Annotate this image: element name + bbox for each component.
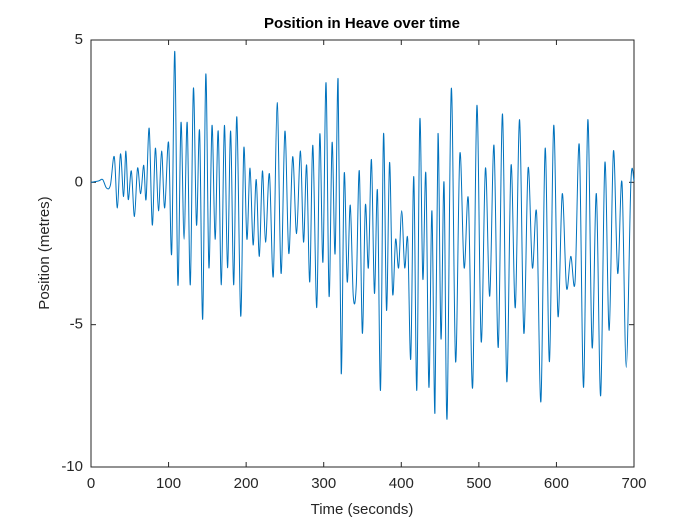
data-line xyxy=(90,50,635,420)
y-axis-label: Position (metres) xyxy=(36,196,53,309)
x-tick-label: 0 xyxy=(87,475,95,492)
x-tick-label: 300 xyxy=(311,475,336,492)
x-tick-label: 600 xyxy=(544,475,569,492)
x-tick-label: 700 xyxy=(621,475,646,492)
y-tick-label: -10 xyxy=(61,458,83,475)
chart-title: Position in Heave over time xyxy=(264,15,460,32)
y-tick-label: 0 xyxy=(75,173,83,190)
plot-area xyxy=(90,39,635,468)
y-tick-label: -5 xyxy=(70,316,83,333)
x-axis-label: Time (seconds) xyxy=(311,501,414,518)
x-tick-label: 400 xyxy=(389,475,414,492)
x-tick-label: 100 xyxy=(156,475,181,492)
x-tick-label: 500 xyxy=(466,475,491,492)
x-tick-label: 200 xyxy=(234,475,259,492)
y-tick-label: 5 xyxy=(75,31,83,48)
